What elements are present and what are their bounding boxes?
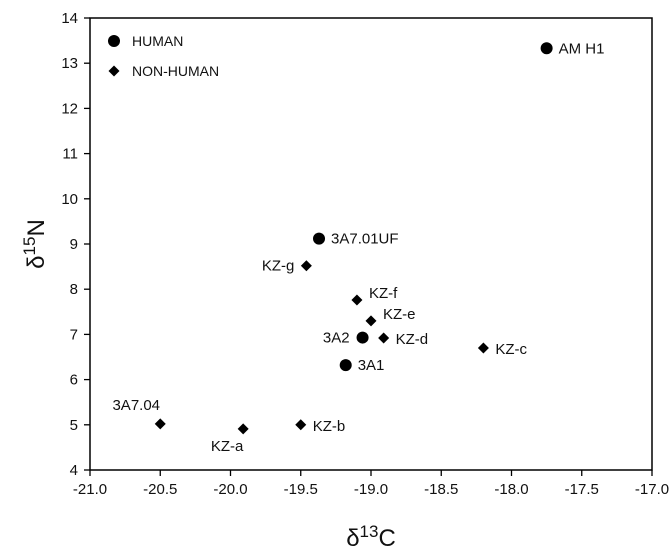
x-axis-title: δ13C [346,522,396,548]
point-label-kz-f: KZ-f [369,285,398,302]
x-axis-ticks: -21.0 -20.5 -20.0 -19.5 -19.0 -18.5 -18.0 -17.5… [73,470,669,498]
y-axis-ticks: 4 5 6 7 8 9 10 11 12 13 14 [61,10,90,479]
nonhuman-point-kz-f [351,294,363,306]
legend-circle-marker [108,35,120,47]
point-label-3a7-04: 3A7.04 [112,397,160,414]
x-tick-label: -19.5 [284,481,318,498]
nonhuman-point-kz-a [237,423,249,435]
nonhuman-point-kz-d [378,332,390,344]
x-tick-label: -19.0 [354,481,388,498]
point-label-kz-g: KZ-g [262,258,295,275]
y-tick-label: 14 [61,10,78,27]
x-tick-label: -20.5 [143,481,177,498]
legend-label-human: HUMAN [132,33,183,49]
human-point-3a7-01uf [313,232,326,245]
y-tick-label: 5 [70,417,78,434]
point-label-kz-c: KZ-c [495,341,527,358]
x-tick-label: -21.0 [73,481,107,498]
y-tick-label: 9 [70,236,78,253]
y-tick-label: 4 [70,462,78,479]
y-tick-label: 10 [61,191,78,208]
point-label-kz-e: KZ-e [383,306,416,323]
x-tick-label: -17.5 [565,481,599,498]
point-label-3a1: 3A1 [358,357,385,374]
x-tick-label: -17.0 [635,481,669,498]
point-label-3a2: 3A2 [323,330,350,347]
human-point-3a1 [339,359,352,372]
point-label-kz-a: KZ-a [211,438,244,455]
nonhuman-point-kz-g [300,260,312,272]
human-point-3a2 [356,331,369,344]
x-tick-label: -20.0 [213,481,247,498]
point-label-3a7-01uf: 3A7.01UF [331,231,399,248]
x-tick-label: -18.5 [424,481,458,498]
nonhuman-point-kz-e [365,315,377,327]
y-tick-label: 13 [61,55,78,72]
nonhuman-point-kz-c [477,342,489,354]
point-label-kz-d: KZ-d [396,331,429,348]
y-tick-label: 7 [70,326,78,343]
legend: HUMAN NON-HUMAN [108,33,219,79]
nonhuman-point-3a7-04 [154,418,166,430]
point-label-am-h1: AM H1 [559,40,605,57]
legend-diamond-marker [108,65,120,77]
y-tick-label: 8 [70,281,78,298]
y-tick-label: 6 [70,372,78,389]
legend-label-non-human: NON-HUMAN [132,63,219,79]
y-tick-label: 12 [61,100,78,117]
x-tick-label: -18.0 [494,481,528,498]
y-tick-label: 11 [62,146,78,163]
human-point-am-h1 [540,42,553,55]
data-points: AM H1 3A7.01UF 3A2 3A1 KZ-g KZ-f KZ-e KZ-d KZ-c 3… [112,40,604,455]
nonhuman-point-kz-b [295,419,307,431]
y-axis-title: δ15N [20,219,50,269]
point-label-kz-b: KZ-b [313,418,346,435]
